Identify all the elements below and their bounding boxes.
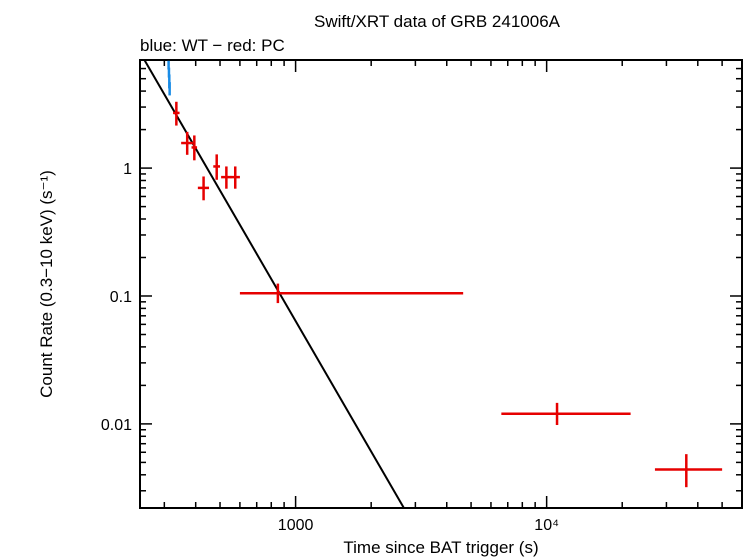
y-tick-label: 1	[123, 161, 132, 178]
chart-title: Swift/XRT data of GRB 241006A	[314, 12, 561, 31]
plot-frame	[139, 59, 743, 509]
x-tick-label: 10⁴	[534, 517, 559, 534]
data-points	[167, 60, 723, 488]
model-fit-line	[143, 60, 405, 508]
y-axis-label: Count Rate (0.3−10 keV) (s⁻¹)	[37, 170, 56, 398]
chart-subtitle: blue: WT − red: PC	[140, 36, 285, 55]
series-1	[173, 101, 723, 488]
x-tick-label: 1000	[278, 517, 314, 534]
y-tick-label: 0.1	[110, 289, 132, 306]
y-tick-label: 0.01	[101, 417, 132, 434]
tick-labels: 1000 10⁴ 0.01 0.1 1	[101, 161, 559, 534]
minor-ticks	[140, 59, 743, 508]
x-axis-label: Time since BAT trigger (s)	[343, 538, 538, 557]
series-0	[167, 60, 171, 96]
